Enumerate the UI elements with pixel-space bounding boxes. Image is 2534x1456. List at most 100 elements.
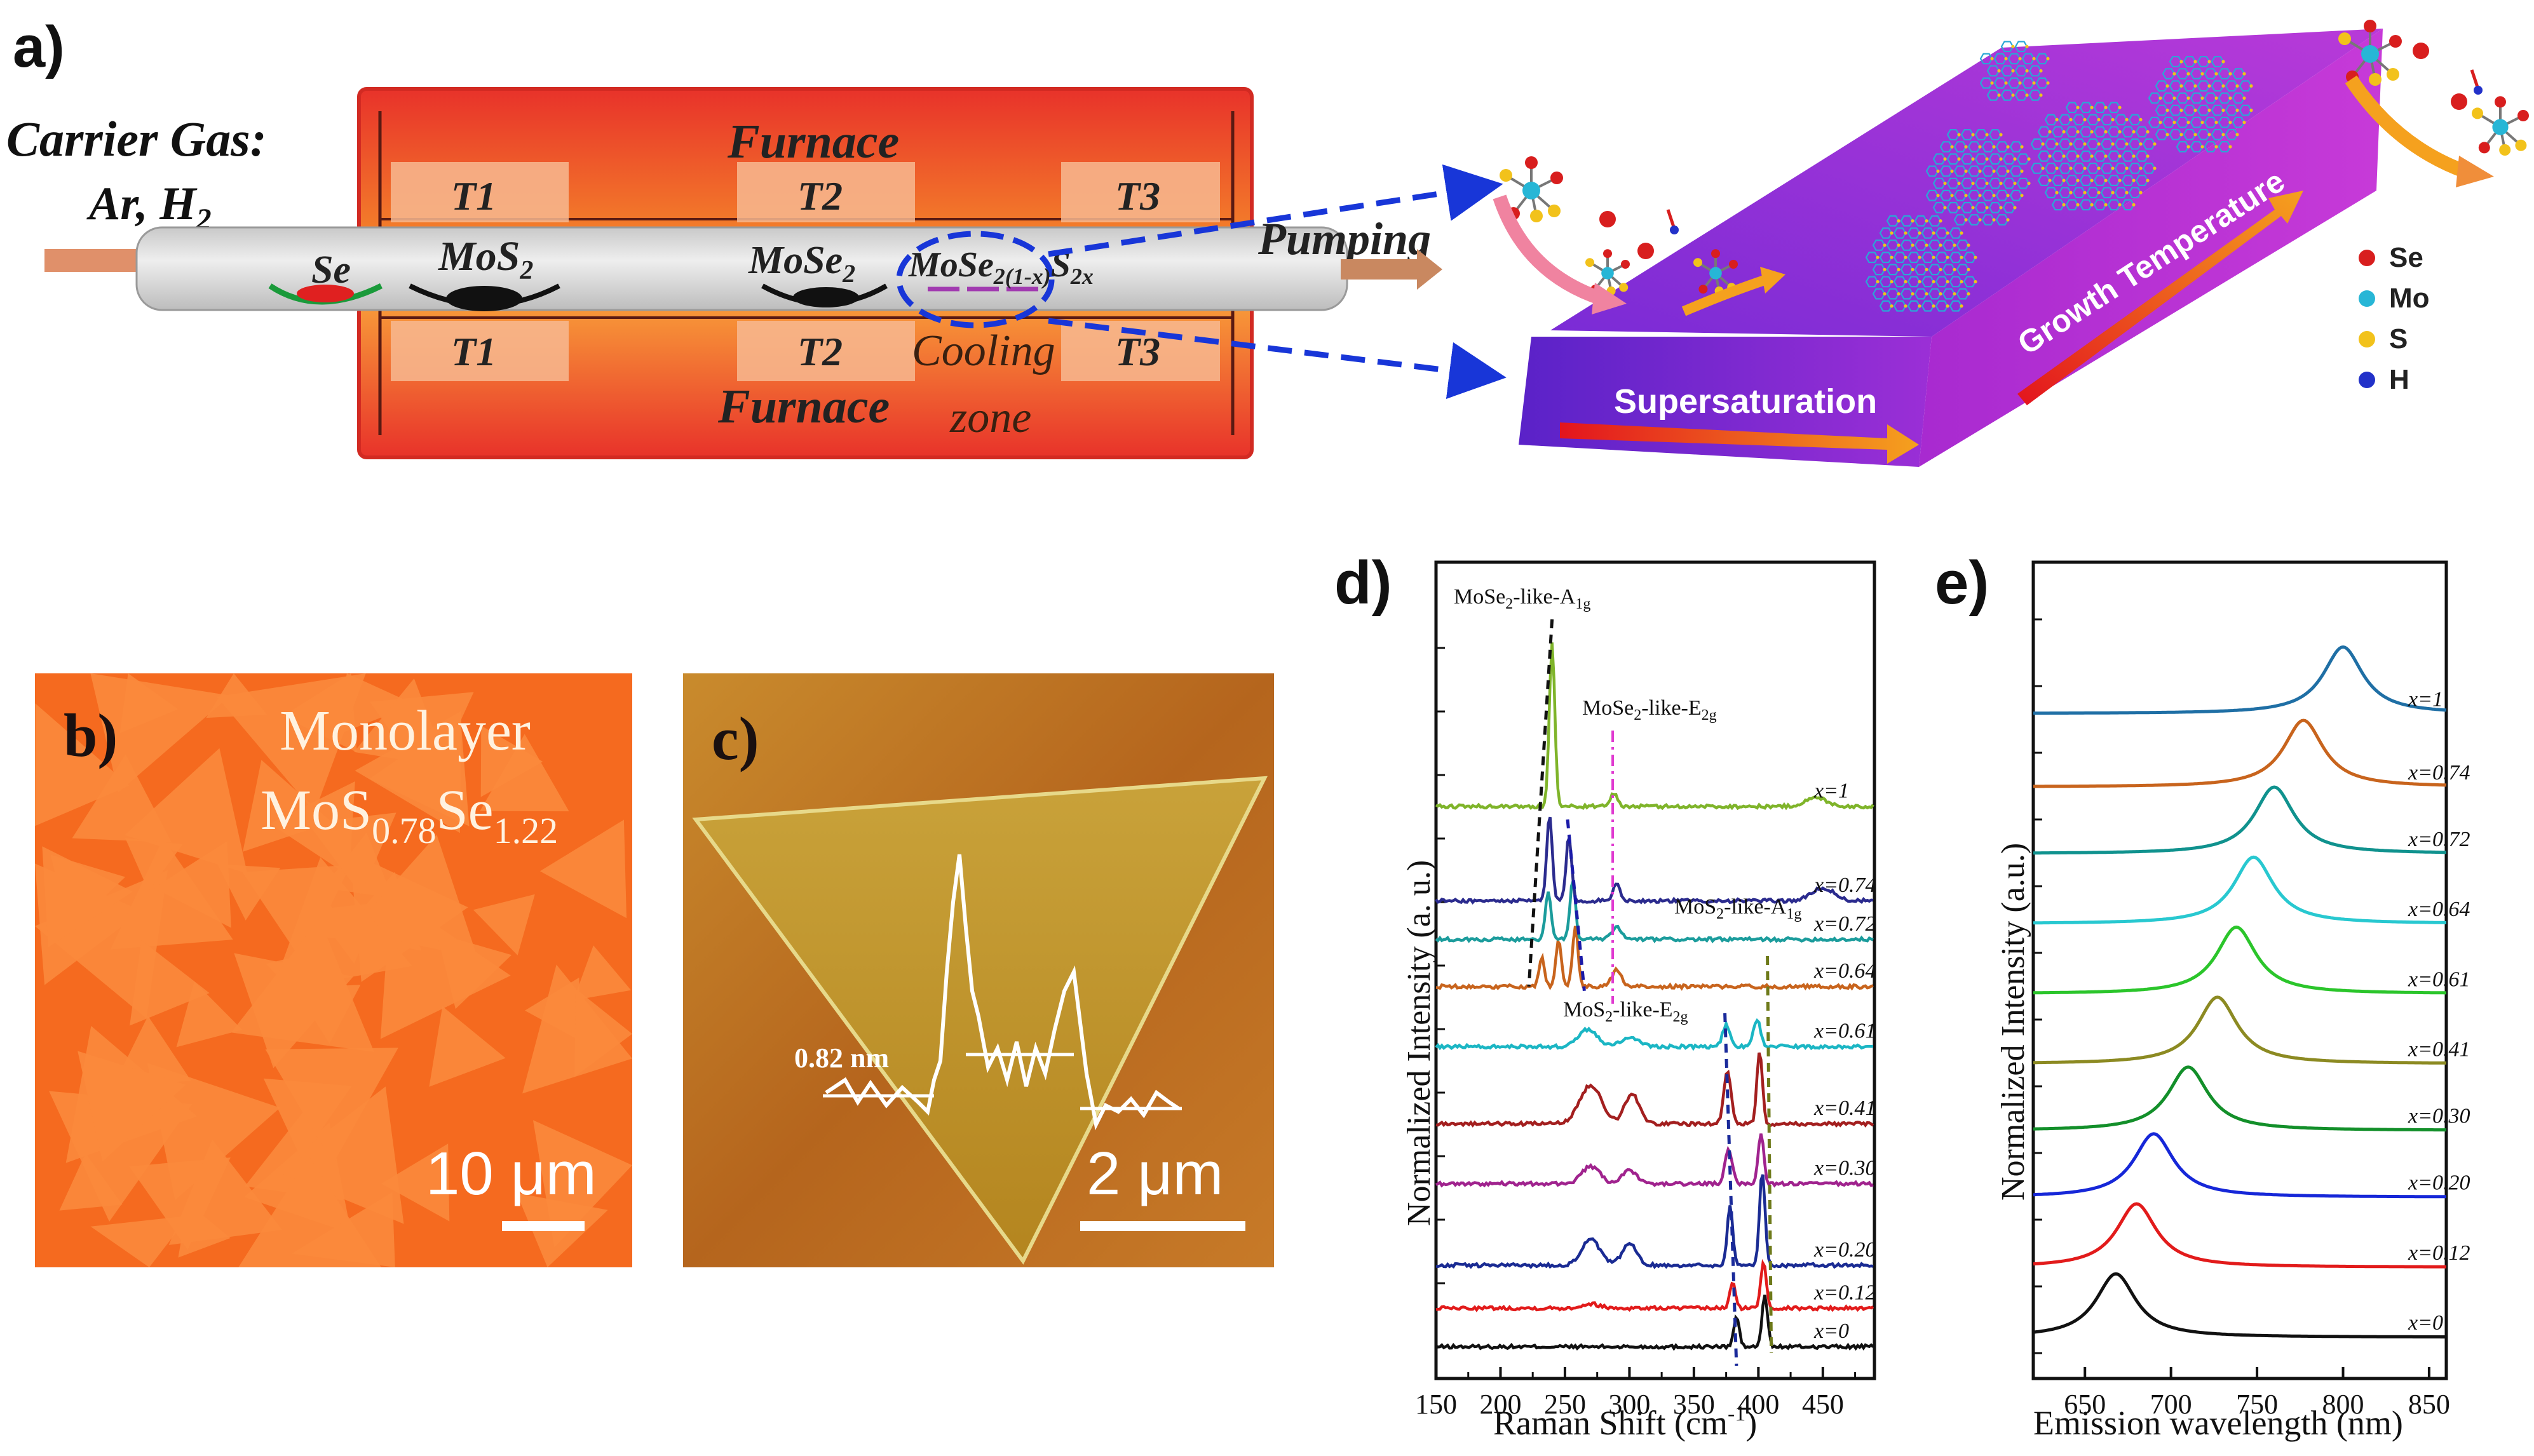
raman-series	[1435, 642, 1874, 1351]
series-label-d: x=0	[1813, 1319, 1849, 1343]
raman-line-x=0	[1435, 1294, 1874, 1351]
mos2-flakes	[1865, 41, 2253, 312]
legend-swatch-se	[2359, 250, 2375, 266]
zone-t1-top: T1	[451, 173, 496, 219]
annotation-mos2-e2g: MoS2-like-E2g	[1563, 998, 1688, 1025]
series-label-e: x=0.72	[2408, 828, 2470, 851]
legend-label-se: Se	[2389, 242, 2423, 273]
zone-t2-bottom: T2	[797, 329, 843, 374]
series-labels-e: x=0 x=0.12 x=0.20 x=0.30 x=0.41 x=0.61 x=0.64 x…	[2408, 687, 2470, 1335]
guide-mos2-a1g	[1766, 955, 1773, 1354]
series-label-d: x=0.72	[1813, 912, 1876, 936]
panel-d-label: d)	[1334, 549, 1392, 617]
legend-swatch-s	[2359, 331, 2375, 347]
x-tick-label-e: 650	[2064, 1389, 2106, 1420]
cooling-zone-label-2: zone	[949, 393, 1031, 442]
raman-line-x=0.61	[1435, 1018, 1873, 1051]
legend-swatch-h	[2359, 372, 2375, 388]
scale-bar-label-b: 10 μm	[426, 1140, 597, 1208]
series-label-d: x=0.64	[1813, 959, 1876, 983]
triangular-flakes	[35, 673, 632, 1267]
pl-line-x=1	[2033, 645, 2447, 715]
x-tick-label-d: 400	[1737, 1389, 1779, 1420]
zone-t3-top: T3	[1115, 173, 1160, 219]
zone-t2-top: T2	[797, 173, 843, 219]
pl-line-x=0.74	[2033, 718, 2447, 788]
annotation-mos2-a1g: MoS2-like-A1g	[1674, 895, 1801, 922]
pl-line-x=0.61	[2033, 925, 2446, 995]
x-axis-e: 650 700 750 800 850	[2033, 618, 2450, 1420]
panel-a-label: a)	[13, 15, 65, 79]
inlet-arrow	[44, 249, 140, 272]
raman-line-x=0.64	[1435, 926, 1874, 991]
legend-label-mo: Mo	[2389, 283, 2430, 314]
legend-label-s: S	[2389, 323, 2408, 354]
panel-b-formula: MoS0.78Se1.22	[261, 779, 558, 851]
x-tick-label-e: 850	[2408, 1389, 2450, 1420]
panel-c: c) 0.82 nm 2 μm	[683, 673, 1274, 1267]
desorption-arrow	[2345, 75, 2468, 179]
panel-e: e) 650 700 750 800 850 x=0 x=0.12 x=0.20 x=0.30…	[1935, 549, 2470, 1442]
panel-b-title: Monolayer	[280, 699, 531, 762]
pl-line-x=0.20	[2033, 1132, 2446, 1199]
raman-line-x=1	[1435, 642, 1874, 811]
x-tick-label-d: 350	[1673, 1389, 1715, 1420]
panel-b: b) Monolayer MoS0.78Se1.22 10 μm	[35, 673, 632, 1267]
raman-line-x=0.30	[1435, 1133, 1874, 1188]
mos2-source-label: MoS2	[438, 233, 533, 285]
legend-swatch-mo	[2359, 290, 2375, 307]
y-axis-label-d: Normalized Intensity (a. u.)	[1401, 860, 1437, 1226]
scale-bar-c	[1080, 1221, 1245, 1231]
se-source	[297, 285, 354, 302]
series-label-d: x=0.12	[1813, 1281, 1876, 1304]
x-axis-label-e: Emission wavelength (nm)	[2033, 1404, 2403, 1442]
pl-line-x=0	[2033, 1272, 2446, 1338]
product-label: MoSe2(1-x)S2x	[908, 245, 1094, 289]
annotation-mose2-a1g: MoSe2-like-A1g	[1454, 585, 1590, 612]
raman-line-x=0.72	[1435, 880, 1874, 943]
x-tick-label-d: 250	[1544, 1389, 1586, 1420]
x-tick-label-d: 150	[1415, 1389, 1457, 1420]
mos2-source	[446, 286, 522, 311]
plot-frame-d	[1434, 560, 1876, 1380]
peak-guides	[1527, 619, 1773, 1366]
series-label-e: x=0.30	[2408, 1105, 2470, 1128]
adsorption-arrow	[1493, 194, 1604, 306]
pl-line-x=0.12	[2033, 1202, 2447, 1269]
series-label-d: x=0.74	[1813, 873, 1876, 897]
x-axis-label-d: Raman Shift (cm-1)	[1493, 1402, 1757, 1442]
panel-c-label: c)	[712, 704, 759, 772]
panel-d: d) 150 200 250 300 350 400 450 x=0 x=0.12 x=0.20…	[1334, 549, 1876, 1442]
supersaturation-arrow	[1560, 422, 1919, 464]
growth-region-highlight	[896, 231, 1055, 328]
panel-b-label: b)	[64, 701, 118, 769]
scale-bar-label-c: 2 μm	[1087, 1140, 1223, 1208]
x-tick-label-e: 800	[2322, 1389, 2364, 1420]
x-axis-d: 150 200 250 300 350 400 450	[1415, 647, 1857, 1420]
mose2-source-label: MoSe2	[748, 239, 855, 288]
outlet-arrow	[1341, 259, 1417, 280]
zone-t3-bottom: T3	[1115, 329, 1160, 374]
mose2-source	[793, 287, 859, 307]
series-label-d: x=0.61	[1813, 1020, 1876, 1043]
cooling-zone-label: Cooling	[912, 327, 1055, 375]
legend-label-h: H	[2389, 364, 2409, 395]
pl-line-x=0.64	[2033, 855, 2446, 925]
x-tick-label-e: 750	[2236, 1389, 2278, 1420]
panel-a: a) Carrier Gas: Ar, H2 Furnace Furnace T…	[6, 15, 2529, 467]
raman-line-x=0.12	[1435, 1258, 1874, 1312]
series-label-e: x=0.74	[2408, 761, 2470, 785]
series-label-d: x=0.30	[1813, 1157, 1876, 1180]
annotation-mose2-e2g: MoSe2-like-E2g	[1582, 696, 1717, 724]
series-label-e: x=1	[2408, 687, 2443, 711]
pl-line-x=0.41	[2033, 995, 2447, 1065]
plot-frame-e	[2031, 560, 2448, 1380]
y-axis-label-e: Normalized Intensity (a.u.)	[1995, 843, 2031, 1201]
raman-line-x=0.74	[1435, 816, 1874, 905]
zone-t1-bottom: T1	[451, 329, 496, 374]
furnace-top-label: Furnace	[727, 115, 899, 168]
pl-line-x=0.72	[2033, 785, 2446, 855]
x-tick-label-e: 700	[2150, 1389, 2192, 1420]
series-label-e: x=0.20	[2408, 1171, 2470, 1195]
